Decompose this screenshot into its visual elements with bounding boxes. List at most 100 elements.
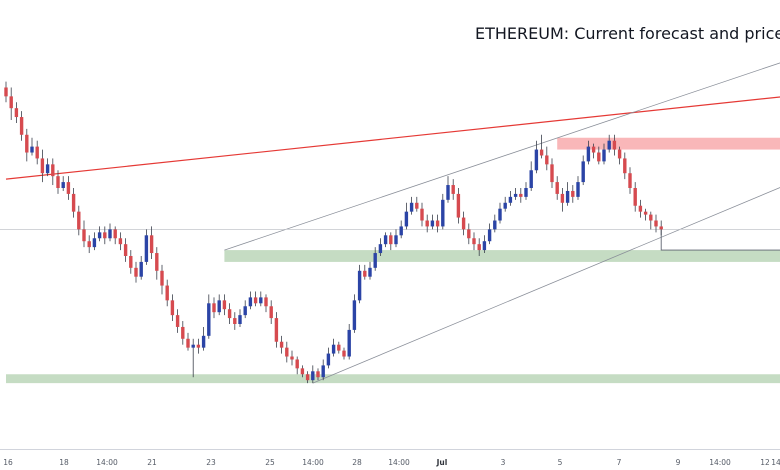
candle[interactable] (155, 247, 159, 280)
candle[interactable] (633, 182, 637, 212)
candle[interactable] (482, 235, 487, 254)
candle[interactable] (45, 158, 50, 177)
candle[interactable] (175, 309, 180, 333)
candle[interactable] (149, 226, 154, 259)
candle[interactable] (435, 214, 440, 233)
candle[interactable] (467, 223, 471, 245)
candle[interactable] (571, 185, 575, 203)
candle[interactable] (264, 294, 268, 313)
candle[interactable] (290, 350, 294, 366)
candle[interactable] (446, 176, 450, 203)
candle[interactable] (638, 199, 643, 218)
candle[interactable] (441, 193, 445, 230)
candle[interactable] (612, 134, 617, 156)
candle[interactable] (357, 264, 362, 304)
candle[interactable] (118, 232, 123, 251)
candle[interactable] (409, 196, 414, 215)
candle[interactable] (160, 264, 164, 295)
candle[interactable] (92, 232, 97, 251)
candle[interactable] (597, 146, 601, 165)
candle[interactable] (394, 229, 398, 248)
candle[interactable] (508, 190, 513, 206)
candle[interactable] (331, 338, 336, 357)
candle[interactable] (415, 196, 419, 212)
candle[interactable] (77, 205, 81, 236)
candle[interactable] (144, 229, 149, 265)
candle[interactable] (373, 247, 377, 271)
candle[interactable] (378, 238, 383, 256)
candle[interactable] (425, 214, 429, 233)
candle[interactable] (347, 324, 351, 360)
candle[interactable] (623, 152, 627, 180)
candle[interactable] (342, 347, 346, 360)
candle[interactable] (212, 297, 216, 319)
candle[interactable] (14, 102, 19, 123)
candle[interactable] (389, 232, 393, 251)
candle[interactable] (565, 182, 570, 206)
candle[interactable] (196, 338, 201, 354)
candle[interactable] (238, 309, 242, 327)
candle[interactable] (321, 359, 325, 381)
candle[interactable] (617, 146, 622, 165)
candle[interactable] (513, 188, 518, 200)
candle[interactable] (269, 300, 273, 324)
candle[interactable] (201, 326, 206, 351)
candle[interactable] (576, 176, 580, 200)
candle[interactable] (97, 226, 102, 242)
candle[interactable] (586, 140, 591, 165)
candle[interactable] (186, 332, 190, 351)
candle[interactable] (170, 294, 175, 322)
candle[interactable] (529, 161, 533, 191)
candle[interactable] (82, 220, 86, 248)
candle[interactable] (51, 158, 55, 186)
candle[interactable] (591, 143, 596, 159)
candle[interactable] (352, 294, 357, 333)
candle[interactable] (581, 155, 585, 186)
candle[interactable] (399, 220, 403, 239)
candle[interactable] (40, 149, 45, 183)
candle[interactable] (248, 291, 253, 310)
candle[interactable] (123, 238, 128, 262)
candle[interactable] (279, 335, 284, 354)
candle[interactable] (560, 188, 565, 212)
candle[interactable] (253, 291, 258, 307)
candle[interactable] (305, 371, 310, 384)
candle[interactable] (222, 294, 227, 316)
candle[interactable] (19, 111, 24, 141)
candle[interactable] (259, 291, 263, 307)
candle[interactable] (66, 176, 71, 200)
candle[interactable] (555, 176, 559, 200)
candle[interactable] (165, 279, 169, 307)
candle[interactable] (243, 300, 247, 319)
candle[interactable] (545, 146, 549, 171)
candle[interactable] (103, 226, 107, 245)
candle[interactable] (451, 179, 455, 200)
candle[interactable] (477, 238, 481, 256)
candle[interactable] (404, 202, 409, 230)
candle[interactable] (316, 368, 320, 381)
candle[interactable] (134, 261, 138, 283)
candle[interactable] (108, 223, 112, 242)
candle[interactable] (368, 261, 372, 280)
candle[interactable] (534, 140, 539, 174)
candle[interactable] (487, 223, 492, 245)
candle[interactable] (654, 214, 658, 233)
candle[interactable] (30, 137, 34, 156)
candle[interactable] (139, 256, 143, 280)
candle[interactable] (87, 235, 91, 254)
candle[interactable] (274, 312, 279, 348)
candle[interactable] (503, 196, 507, 212)
candle[interactable] (383, 232, 388, 248)
candle[interactable] (300, 365, 305, 378)
candle[interactable] (602, 143, 606, 165)
candle[interactable] (363, 264, 367, 280)
candle[interactable] (71, 188, 76, 218)
candle[interactable] (550, 158, 554, 188)
candle[interactable] (643, 208, 648, 221)
candle[interactable] (9, 87, 13, 120)
candle[interactable] (498, 202, 502, 224)
candle[interactable] (337, 341, 341, 354)
candle[interactable] (35, 140, 39, 165)
candle[interactable] (493, 214, 497, 233)
